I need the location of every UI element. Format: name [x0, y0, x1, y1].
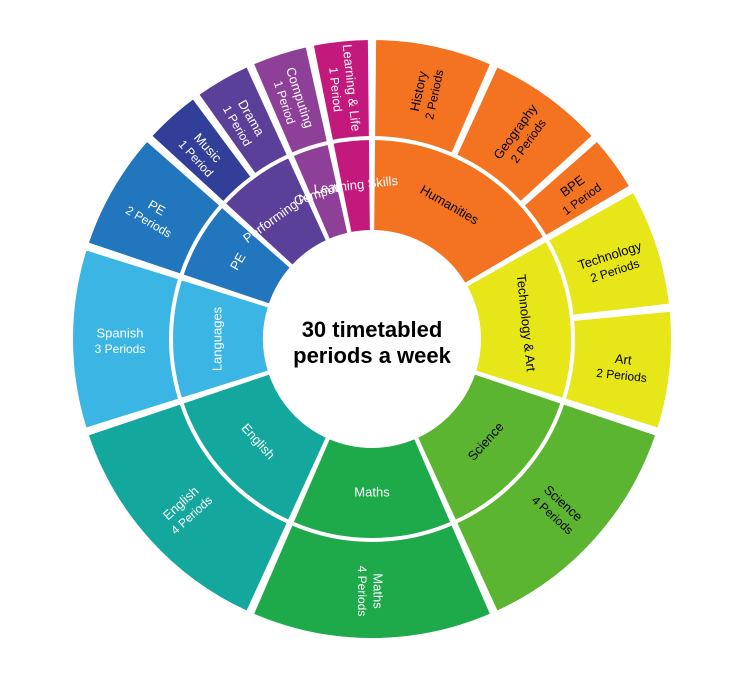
center-title-line2: periods a week: [293, 343, 452, 368]
svg-text:3 Periods: 3 Periods: [95, 342, 146, 356]
svg-text:Maths: Maths: [371, 573, 386, 609]
center-title-line1: 30 timetabled: [302, 317, 443, 342]
timetable-sunburst: HumanitiesTechnology & ArtScienceMathsEn…: [0, 0, 745, 678]
svg-text:4 Periods: 4 Periods: [355, 566, 369, 617]
svg-text:Art: Art: [614, 351, 632, 368]
inner-label-languages: Languages: [209, 306, 224, 371]
svg-text:Spanish: Spanish: [97, 325, 144, 340]
inner-label-maths: Maths: [354, 484, 390, 499]
